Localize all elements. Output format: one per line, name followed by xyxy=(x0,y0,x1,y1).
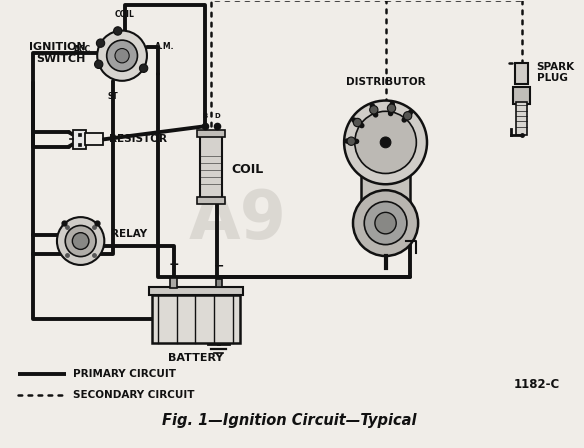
Text: Fig. 1—Ignition Circuit—Typical: Fig. 1—Ignition Circuit—Typical xyxy=(162,413,416,428)
Circle shape xyxy=(65,225,96,257)
Circle shape xyxy=(370,106,378,114)
Text: +: + xyxy=(168,258,179,271)
Bar xyxy=(197,197,225,204)
Circle shape xyxy=(97,30,147,81)
Circle shape xyxy=(72,233,89,250)
Bar xyxy=(73,130,86,149)
Circle shape xyxy=(353,190,418,256)
Circle shape xyxy=(354,111,416,173)
Circle shape xyxy=(140,64,148,73)
Bar xyxy=(200,135,222,198)
Bar xyxy=(85,134,103,146)
Circle shape xyxy=(96,39,105,47)
Text: ACC: ACC xyxy=(74,45,91,54)
Circle shape xyxy=(95,60,103,69)
Circle shape xyxy=(115,48,129,63)
Circle shape xyxy=(404,112,412,120)
Text: COIL: COIL xyxy=(115,9,135,19)
Text: RELAY: RELAY xyxy=(112,229,148,239)
Text: PRIMARY CIRCUIT: PRIMARY CIRCUIT xyxy=(73,369,176,379)
Text: SECONDARY CIRCUIT: SECONDARY CIRCUIT xyxy=(73,390,194,400)
Circle shape xyxy=(57,217,105,265)
Text: IGNITION
SWITCH: IGNITION SWITCH xyxy=(29,42,85,64)
Circle shape xyxy=(353,118,361,127)
Circle shape xyxy=(364,202,407,245)
Text: RESISTOR: RESISTOR xyxy=(109,134,167,144)
Bar xyxy=(361,166,410,212)
Bar xyxy=(215,279,221,287)
Circle shape xyxy=(380,137,391,148)
Circle shape xyxy=(347,137,356,145)
Bar xyxy=(152,295,241,343)
Text: −: − xyxy=(213,259,224,272)
Text: B: B xyxy=(202,113,207,119)
Circle shape xyxy=(107,40,137,71)
Text: ST: ST xyxy=(108,91,119,100)
Bar xyxy=(515,63,529,84)
Text: DISTRIBUTOR: DISTRIBUTOR xyxy=(346,78,425,87)
Bar xyxy=(516,102,527,135)
Text: COIL: COIL xyxy=(232,163,264,176)
Text: SPARK
PLUG: SPARK PLUG xyxy=(537,62,575,83)
Text: D: D xyxy=(214,113,220,119)
Text: BATTERY: BATTERY xyxy=(168,353,224,363)
Text: A.M.: A.M. xyxy=(155,42,174,51)
Bar xyxy=(513,87,530,104)
Bar xyxy=(197,130,225,137)
Bar xyxy=(78,133,81,136)
Text: A9: A9 xyxy=(189,187,287,253)
Bar xyxy=(149,287,244,295)
Circle shape xyxy=(114,27,122,35)
Bar xyxy=(78,143,81,146)
Circle shape xyxy=(375,212,396,234)
Bar xyxy=(170,278,177,288)
Circle shape xyxy=(344,100,427,184)
Circle shape xyxy=(387,104,396,112)
Text: 1182-C: 1182-C xyxy=(514,378,560,391)
